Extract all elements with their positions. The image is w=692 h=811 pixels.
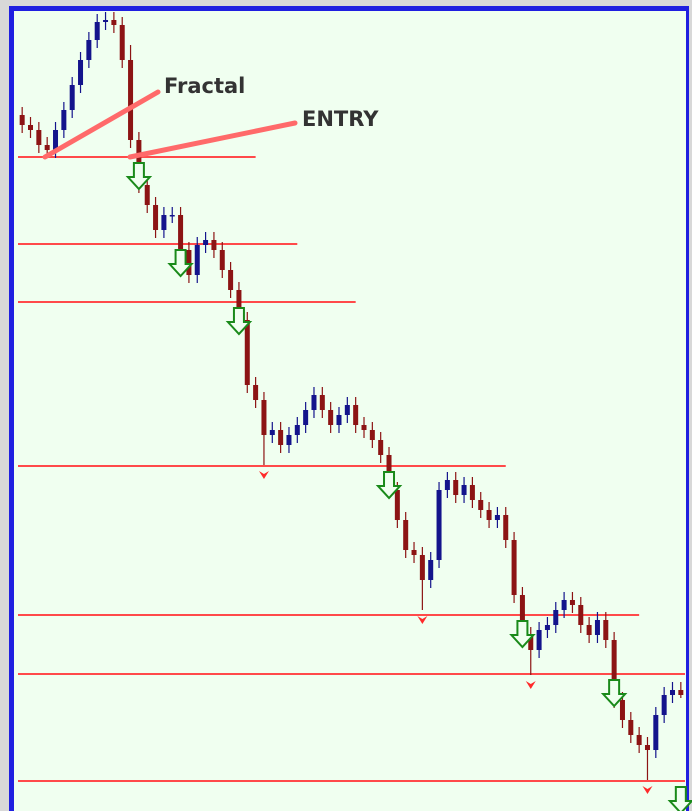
entry-pointer (127, 120, 298, 160)
entry-arrow (225, 307, 253, 336)
candle-body (678, 690, 684, 695)
candle-body (328, 410, 334, 425)
candle-body (378, 440, 384, 455)
candle-body (369, 430, 375, 440)
candle-body (161, 215, 167, 230)
candle-body (603, 620, 609, 640)
candle-body (561, 600, 567, 610)
candle-body (44, 145, 50, 150)
candle-body (394, 490, 400, 520)
candle-body (186, 250, 192, 275)
candle-body (611, 640, 617, 700)
candle-body (344, 405, 350, 415)
candle-body (144, 185, 150, 205)
annotation: ENTRY (302, 107, 379, 131)
fractal-down (258, 471, 269, 479)
candle-body (494, 515, 500, 520)
fractal-pointer (42, 89, 161, 160)
candle-body (111, 20, 117, 25)
candle-body (553, 610, 559, 625)
candle-body (294, 425, 300, 435)
candle-body (469, 485, 475, 500)
candle-body (403, 520, 409, 550)
candle-body (119, 25, 125, 60)
candle-body (194, 245, 200, 275)
candle-body (503, 515, 509, 540)
candle-body (411, 550, 417, 555)
candle-body (619, 700, 625, 720)
candle-body (569, 600, 575, 605)
candle-body (444, 480, 450, 490)
fractal-down (417, 616, 428, 624)
annotation: Fractal (164, 74, 245, 98)
candle-body (644, 745, 650, 750)
candle-body (353, 405, 359, 425)
candle-body (361, 425, 367, 430)
candle-body (244, 320, 250, 385)
candle-body (103, 20, 109, 22)
entry-arrow (375, 471, 403, 500)
plot-layer (18, 12, 692, 811)
candle-body (19, 115, 25, 125)
candle-body (428, 560, 434, 580)
candle-body (519, 595, 525, 635)
fractal-down (525, 681, 536, 689)
entry-arrow (600, 679, 628, 708)
candle-body (511, 540, 517, 595)
candle-body (528, 635, 534, 650)
candle-body (36, 130, 42, 145)
candle-body (653, 715, 659, 750)
entry-arrow (667, 786, 692, 811)
candle-body (669, 690, 675, 695)
candle-body (436, 490, 442, 560)
candle-body (128, 60, 134, 140)
candle-body (69, 85, 75, 110)
candle-body (61, 110, 67, 130)
entry-arrow (167, 249, 194, 278)
plot-background (14, 11, 686, 811)
candle-body (78, 60, 84, 85)
candle-body (278, 430, 284, 445)
fractal-down (642, 786, 653, 794)
entry-arrow (125, 162, 153, 191)
candle-body (53, 130, 59, 150)
candle-body (661, 695, 667, 715)
candle-body (211, 240, 217, 250)
candle-body (303, 410, 309, 425)
candle-body (253, 385, 259, 400)
candle-body (203, 240, 209, 245)
candle-body (153, 205, 159, 230)
candle-body (336, 415, 342, 425)
candle-body (94, 22, 100, 40)
candle-body (228, 270, 234, 290)
candle-body (178, 215, 184, 250)
entry-arrow (509, 620, 536, 649)
candle-body (86, 40, 92, 60)
candle-body (461, 485, 467, 495)
candle-body (269, 430, 275, 435)
candle-body (453, 480, 459, 495)
candle-body (28, 125, 34, 130)
candle-body (578, 605, 584, 625)
candle-body (219, 250, 225, 270)
candle-body (419, 555, 425, 580)
candle-body (486, 510, 492, 520)
candle-body (169, 215, 175, 217)
candle-body (311, 395, 317, 410)
candle-body (286, 435, 292, 445)
candle-body (594, 620, 600, 635)
candle-body (478, 500, 484, 510)
candle-body (636, 735, 642, 745)
candle-body (536, 630, 542, 650)
candle-body (544, 625, 550, 630)
candle-body (628, 720, 634, 735)
candle-body (236, 290, 242, 320)
candle-body (319, 395, 325, 410)
candle-body (261, 400, 267, 435)
candle-body (586, 625, 592, 635)
